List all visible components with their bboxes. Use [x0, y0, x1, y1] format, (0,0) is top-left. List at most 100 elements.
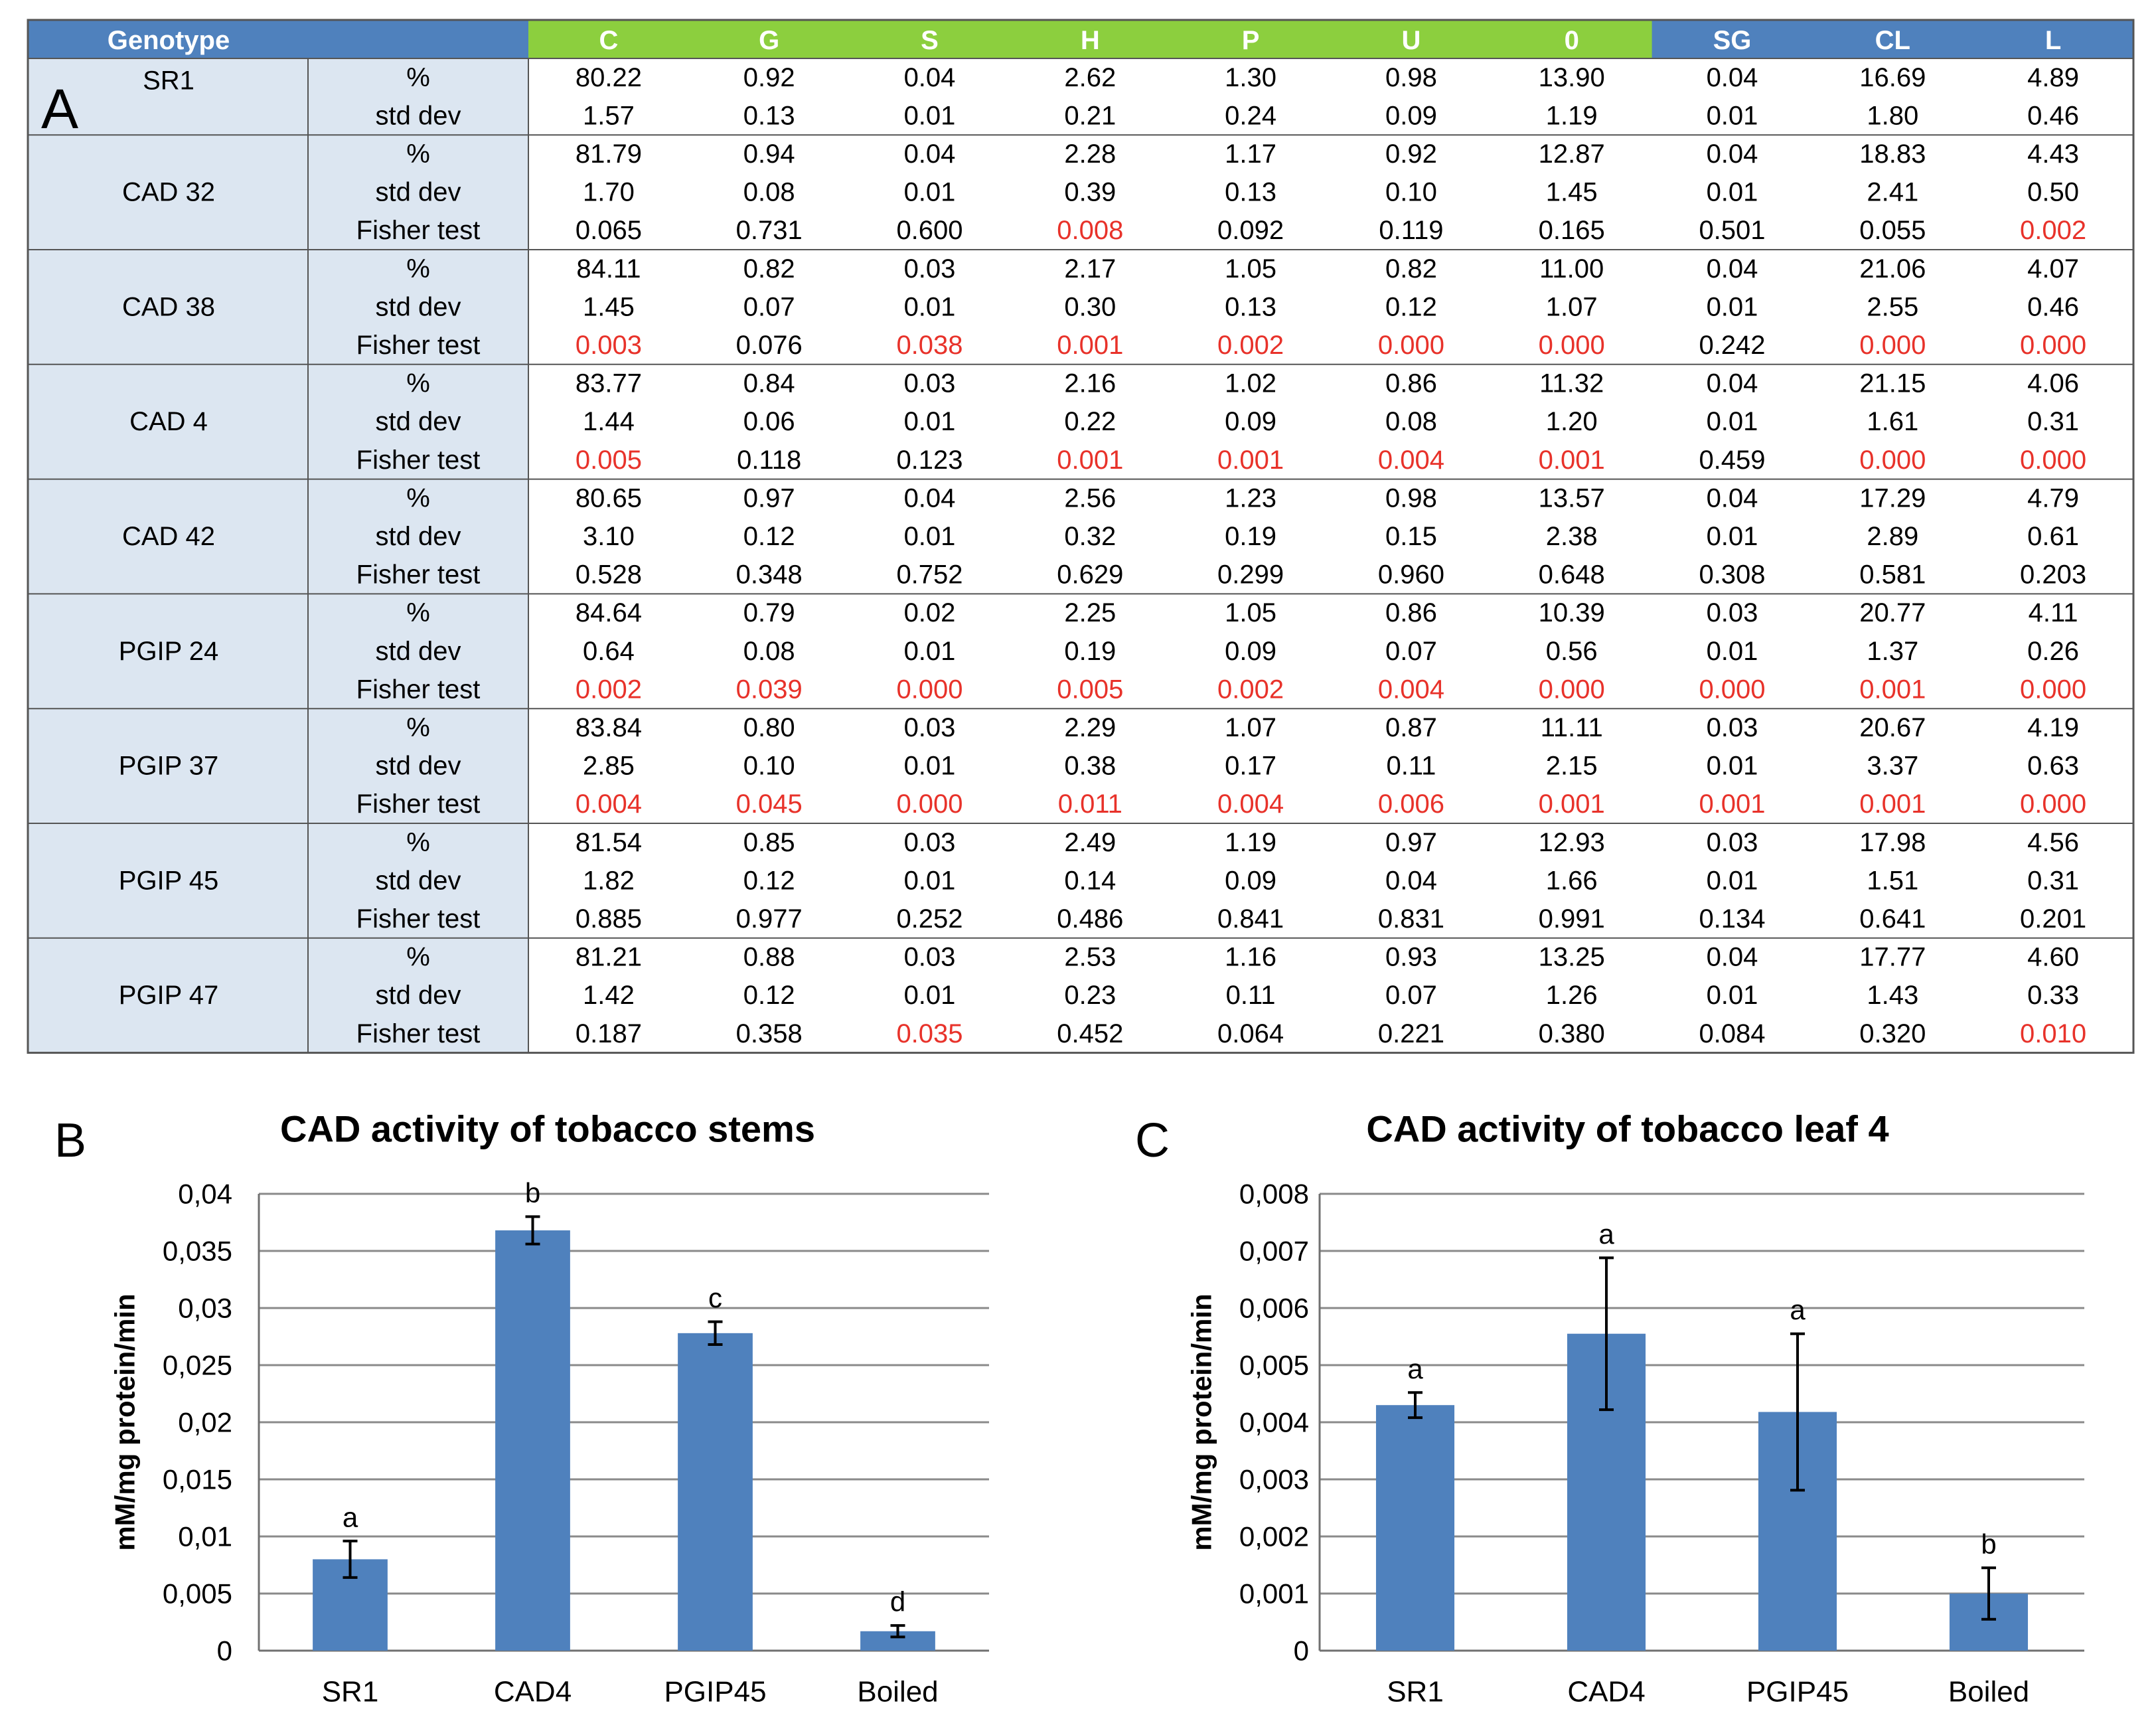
table-cell-pct: 2.25 [1064, 598, 1116, 627]
table-cell-fisher: 0.629 [1057, 560, 1123, 590]
table-cell-fisher: 0.187 [576, 1019, 642, 1048]
table-cell-sd: 1.70 [583, 178, 635, 207]
y-tick-label: 0,003 [1239, 1464, 1309, 1495]
stat-label-pct: % [406, 713, 430, 742]
table-cell-sd: 1.26 [1546, 981, 1598, 1010]
table-cell-fisher: 0.001 [1699, 789, 1765, 819]
table-cell-sd: 0.12 [743, 522, 795, 551]
table-cell-pct: 4.56 [2027, 828, 2079, 857]
table-cell-sd: 0.08 [743, 178, 795, 207]
table-cell-pct: 1.30 [1225, 63, 1276, 92]
table-cell-sd: 0.39 [1064, 178, 1116, 207]
table-cell-sd: 1.82 [583, 866, 635, 895]
stat-label-fisher: Fisher test [356, 675, 481, 704]
table-cell-pct: 83.77 [576, 369, 642, 398]
chart-title: CAD activity of tobacco stems [280, 1108, 815, 1150]
table-cell-sd: 0.01 [904, 522, 956, 551]
table-cell-pct: 4.07 [2027, 254, 2079, 284]
y-tick-label: 0,004 [1239, 1407, 1309, 1438]
table-cell-pct: 0.85 [743, 828, 795, 857]
table-cell-sd: 1.20 [1546, 407, 1598, 436]
table-cell-sd: 0.09 [1225, 637, 1276, 666]
column-header-G: G [759, 26, 779, 55]
table-cell-sd: 3.10 [583, 522, 635, 551]
stat-label-pct: % [406, 63, 430, 92]
table-cell-sd: 2.38 [1546, 522, 1598, 551]
table-cell-fisher: 0.000 [896, 675, 963, 704]
table-cell-sd: 0.30 [1064, 292, 1116, 321]
column-header-bg [1973, 20, 2134, 58]
column-header-CL: CL [1875, 26, 1910, 55]
table-cell-pct: 13.90 [1539, 63, 1605, 92]
table-cell-sd: 0.33 [2027, 981, 2079, 1010]
y-tick-label: 0,005 [1239, 1350, 1309, 1381]
table-cell-pct: 0.97 [1385, 828, 1437, 857]
table-cell-sd: 0.08 [1385, 407, 1437, 436]
table-cell-fisher: 0.000 [1699, 675, 1765, 704]
table-cell-fisher: 0.004 [1378, 446, 1444, 475]
table-cell-sd: 1.07 [1546, 292, 1598, 321]
table-cell-fisher: 0.977 [736, 904, 803, 934]
column-header-bg [1812, 20, 1973, 58]
x-tick-label: PGIP45 [1746, 1676, 1849, 1708]
table-cell-fisher: 0.038 [896, 331, 963, 360]
table-cell-sd: 0.17 [1225, 752, 1276, 781]
table-cell-sd: 0.01 [1707, 637, 1758, 666]
table-cell-pct: 0.98 [1385, 63, 1437, 92]
genotype-cell-bg [28, 594, 528, 709]
table-cell-fisher: 0.010 [2020, 1019, 2086, 1048]
significance-letter: b [525, 1177, 540, 1208]
table-cell-sd: 0.11 [1386, 752, 1436, 781]
table-cell-pct: 10.39 [1539, 598, 1605, 627]
table-cell-fisher: 0.221 [1378, 1019, 1444, 1048]
stat-label-sd: std dev [376, 178, 461, 207]
table-cell-pct: 0.87 [1385, 713, 1437, 742]
table-cell-pct: 0.04 [1707, 943, 1758, 972]
table-cell-fisher: 0.002 [1217, 675, 1284, 704]
table-cell-pct: 0.03 [1707, 713, 1758, 742]
column-header-bg [528, 20, 690, 58]
table-cell-fisher: 0.486 [1057, 904, 1123, 934]
table-cell-fisher: 0.648 [1539, 560, 1605, 590]
table-cell-fisher: 0.001 [1057, 331, 1123, 360]
genotype-cell-bg [28, 708, 528, 823]
table-cell-sd: 0.09 [1385, 101, 1437, 130]
table-cell-sd: 0.64 [583, 637, 635, 666]
table-cell-fisher: 0.600 [896, 216, 963, 245]
y-tick-label: 0,03 [178, 1293, 232, 1324]
table-cell-fisher: 0.000 [896, 789, 963, 819]
table-cell-sd: 0.11 [1226, 981, 1276, 1010]
table-cell-pct: 0.98 [1385, 483, 1437, 513]
genotype-label: PGIP 24 [119, 637, 218, 666]
table-cell-fisher: 0.242 [1699, 331, 1765, 360]
bar [495, 1230, 570, 1651]
genotype-label: CAD 38 [122, 292, 215, 321]
table-cell-pct: 0.04 [1707, 139, 1758, 169]
stat-label-fisher: Fisher test [356, 789, 481, 819]
table-cell-sd: 0.13 [743, 101, 795, 130]
table-cell-fisher: 0.501 [1699, 216, 1765, 245]
stat-label-pct: % [406, 598, 430, 627]
table-cell-sd: 1.44 [583, 407, 635, 436]
table-cell-fisher: 0.001 [1859, 675, 1926, 704]
table-cell-pct: 0.86 [1385, 369, 1437, 398]
genotype-label: SR1 [143, 66, 194, 95]
stat-label-sd: std dev [376, 637, 461, 666]
table-cell-sd: 0.01 [904, 101, 956, 130]
table-cell-sd: 0.31 [2027, 866, 2079, 895]
table-cell-fisher: 0.001 [1539, 446, 1605, 475]
table-cell-pct: 0.86 [1385, 598, 1437, 627]
genotype-label: CAD 42 [122, 522, 215, 551]
stat-label-sd: std dev [376, 101, 461, 130]
table-cell-pct: 0.03 [904, 828, 956, 857]
genotype-label: CAD 4 [129, 407, 208, 436]
column-header-U: U [1401, 26, 1421, 55]
column-header-bg [1491, 20, 1653, 58]
column-header-SG: SG [1713, 26, 1752, 55]
table-cell-sd: 0.01 [1707, 178, 1758, 207]
table-cell-sd: 0.12 [743, 981, 795, 1010]
table-cell-pct: 21.15 [1859, 369, 1926, 398]
table-cell-sd: 1.42 [583, 981, 635, 1010]
significance-letter: c [708, 1282, 722, 1313]
